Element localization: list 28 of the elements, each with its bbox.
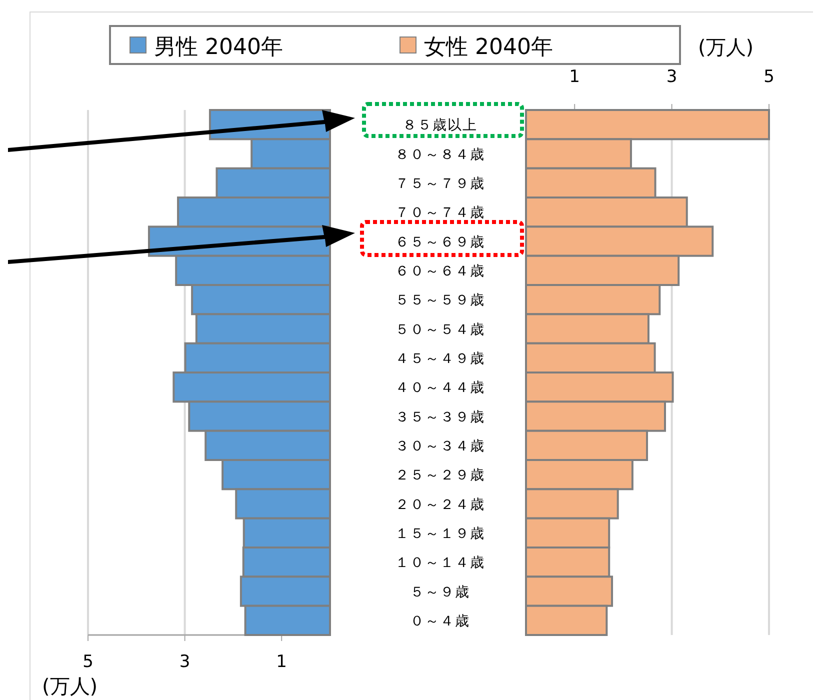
y-tick-label: ４５～４９歳	[395, 350, 485, 367]
x-tick-label: 1	[569, 67, 580, 87]
y-tick-label: ２５～２９歳	[395, 468, 485, 484]
y-tick-label: ５５～５９歳	[395, 292, 485, 309]
y-tick-label: ３５～３９歳	[395, 409, 485, 426]
y-tick-label: ８０～８４歳	[395, 146, 485, 163]
x-axis-title: (万人)	[698, 35, 754, 59]
x-axis-title: (万人)	[42, 674, 98, 698]
y-tick-label: ４０～４４歳	[395, 380, 485, 396]
y-tick-label: ２０～２４歳	[395, 496, 485, 513]
y-tick-label: ５０～５４歳	[395, 322, 485, 338]
y-tick-label: ７５～７９歳	[395, 176, 485, 192]
y-tick-label: ３０～３４歳	[395, 438, 485, 454]
legend-label: 女性 2040年	[424, 35, 553, 60]
y-tick-label: ６５～６９歳	[395, 234, 485, 250]
y-tick-label: ６０～６４歳	[395, 263, 485, 280]
y-tick-label: ７０～７４歳	[395, 205, 485, 222]
y-tick-label: １５～１９歳	[395, 526, 485, 542]
y-tick-label: ０～４歳	[410, 613, 470, 630]
y-tick-label: ８５歳以上	[402, 118, 478, 134]
legend-label: 男性 2040年	[154, 35, 283, 60]
x-tick-label: 5	[82, 652, 94, 672]
y-tick-label: ５～９歳	[410, 584, 470, 600]
x-tick-label: 1	[276, 652, 288, 672]
x-tick-label: 3	[666, 67, 678, 87]
y-tick-label: １０～１４歳	[395, 555, 485, 572]
x-tick-label: 3	[179, 652, 190, 672]
x-tick-label: 5	[764, 67, 774, 87]
